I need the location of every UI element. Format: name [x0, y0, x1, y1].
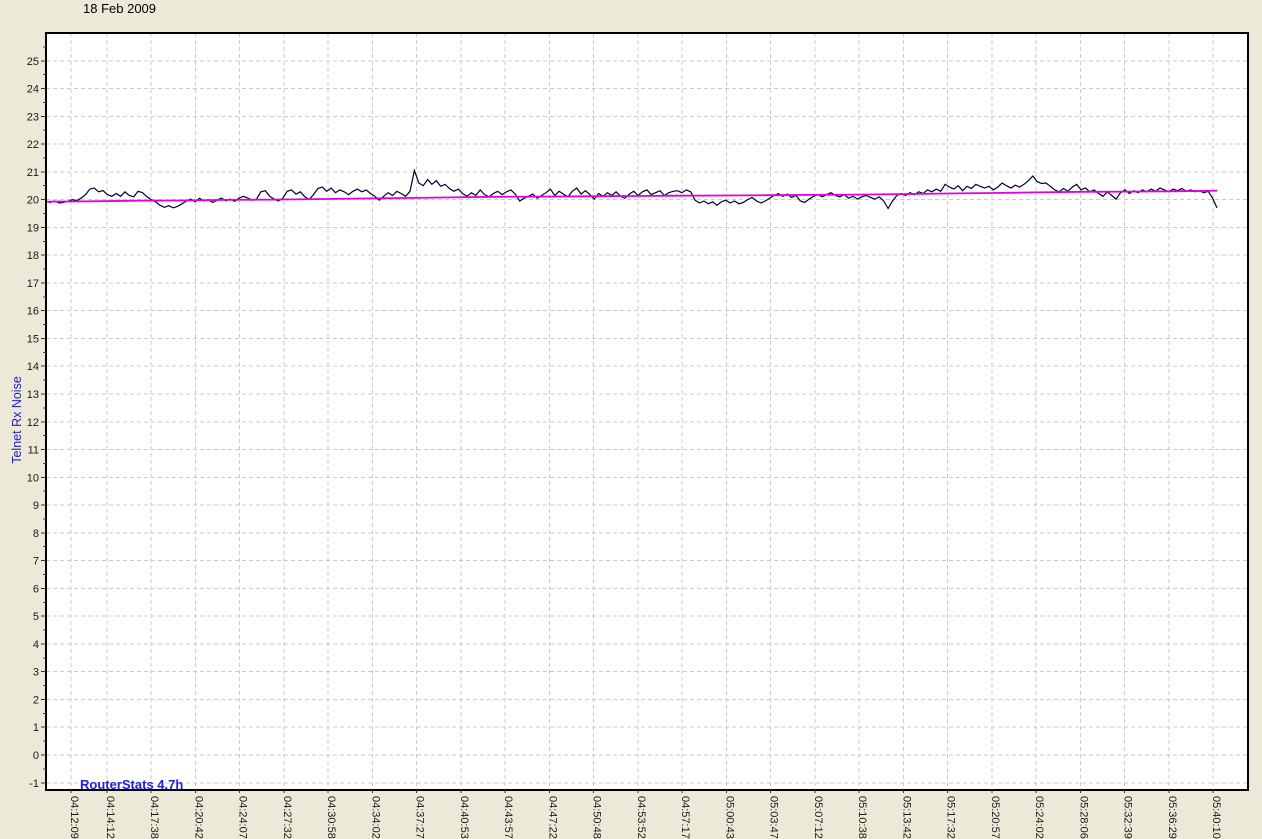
x-tick-label: 04:12:09	[68, 796, 80, 839]
chart-date-title: 18 Feb 2009	[83, 1, 156, 16]
x-tick-label: 04:14:12	[104, 796, 116, 839]
plot-area	[46, 33, 1248, 790]
y-tick-label: 1	[33, 722, 39, 734]
x-tick-label: 05:17:32	[945, 796, 957, 839]
y-tick-label: 10	[27, 472, 39, 484]
y-tick-label: 14	[27, 361, 39, 373]
x-tick-label: 05:32:39	[1122, 796, 1134, 839]
y-tick-label: 11	[28, 445, 39, 457]
axis-ticks	[41, 46, 1214, 793]
y-tick-label: 13	[27, 389, 39, 401]
x-tick-label: 05:07:12	[812, 796, 824, 839]
trend-line	[45, 189, 1218, 203]
x-tick-label: 04:47:22	[546, 796, 558, 839]
x-tick-label: 05:28:06	[1077, 796, 1089, 839]
plot-border	[45, 32, 1249, 791]
y-tick-label: 23	[27, 111, 39, 123]
y-tick-label: 5	[33, 611, 39, 623]
y-tick-label: 16	[27, 306, 39, 318]
x-tick-label: 05:00:43	[723, 796, 735, 839]
x-tick-label: 05:24:02	[1033, 796, 1045, 839]
chart-gridlines	[46, 33, 1248, 790]
x-tick-label: 04:24:07	[237, 796, 249, 839]
x-tick-label: 04:20:42	[192, 796, 204, 839]
y-tick-label: 6	[33, 583, 39, 595]
y-tick-label: -1	[29, 778, 39, 790]
y-tick-label: 3	[33, 667, 39, 679]
y-tick-label: 22	[27, 139, 39, 151]
y-tick-label: 8	[33, 528, 39, 540]
x-tick-label: 05:03:47	[768, 796, 780, 839]
y-tick-label: 18	[27, 250, 39, 262]
x-tick-label: 05:20:57	[989, 796, 1001, 839]
y-tick-label: 25	[27, 56, 39, 68]
x-tick-label: 04:27:32	[281, 796, 293, 839]
axis-tick-labels: 2524232221201918171615141312111098765432…	[27, 56, 1222, 839]
x-tick-label: 04:37:27	[414, 796, 426, 839]
y-tick-label: 7	[33, 556, 39, 568]
x-tick-label: 04:17:38	[148, 796, 160, 839]
y-tick-label: 19	[27, 222, 39, 234]
x-tick-label: 05:36:29	[1166, 796, 1178, 839]
y-tick-label: 17	[27, 278, 39, 290]
x-tick-label: 04:30:58	[325, 796, 337, 839]
y-tick-label: 12	[27, 417, 39, 429]
noise-series-line	[45, 168, 1218, 210]
y-tick-label: 21	[27, 167, 39, 179]
y-tick-label: 20	[27, 195, 39, 207]
x-tick-label: 04:50:48	[591, 796, 603, 839]
y-tick-label: 9	[33, 500, 39, 512]
y-tick-label: 0	[33, 750, 39, 762]
x-tick-label: 04:34:02	[369, 796, 381, 839]
x-tick-label: 04:57:17	[679, 796, 691, 839]
x-tick-label: 05:13:42	[900, 796, 912, 839]
y-tick-label: 4	[33, 639, 39, 651]
y-axis-title: Telnet Rx Noise	[10, 376, 24, 464]
chart-series	[45, 168, 1218, 210]
y-tick-label: 24	[27, 84, 39, 96]
x-tick-label: 04:43:57	[502, 796, 514, 839]
y-tick-label: 2	[33, 694, 39, 706]
y-tick-label: 15	[27, 333, 39, 345]
x-tick-label: 05:40:10	[1210, 796, 1222, 839]
routerstats-version-label: RouterStats 4.7h	[80, 777, 183, 792]
x-tick-label: 05:10:38	[856, 796, 868, 839]
x-tick-label: 04:53:52	[635, 796, 647, 839]
x-tick-label: 04:40:53	[458, 796, 470, 839]
